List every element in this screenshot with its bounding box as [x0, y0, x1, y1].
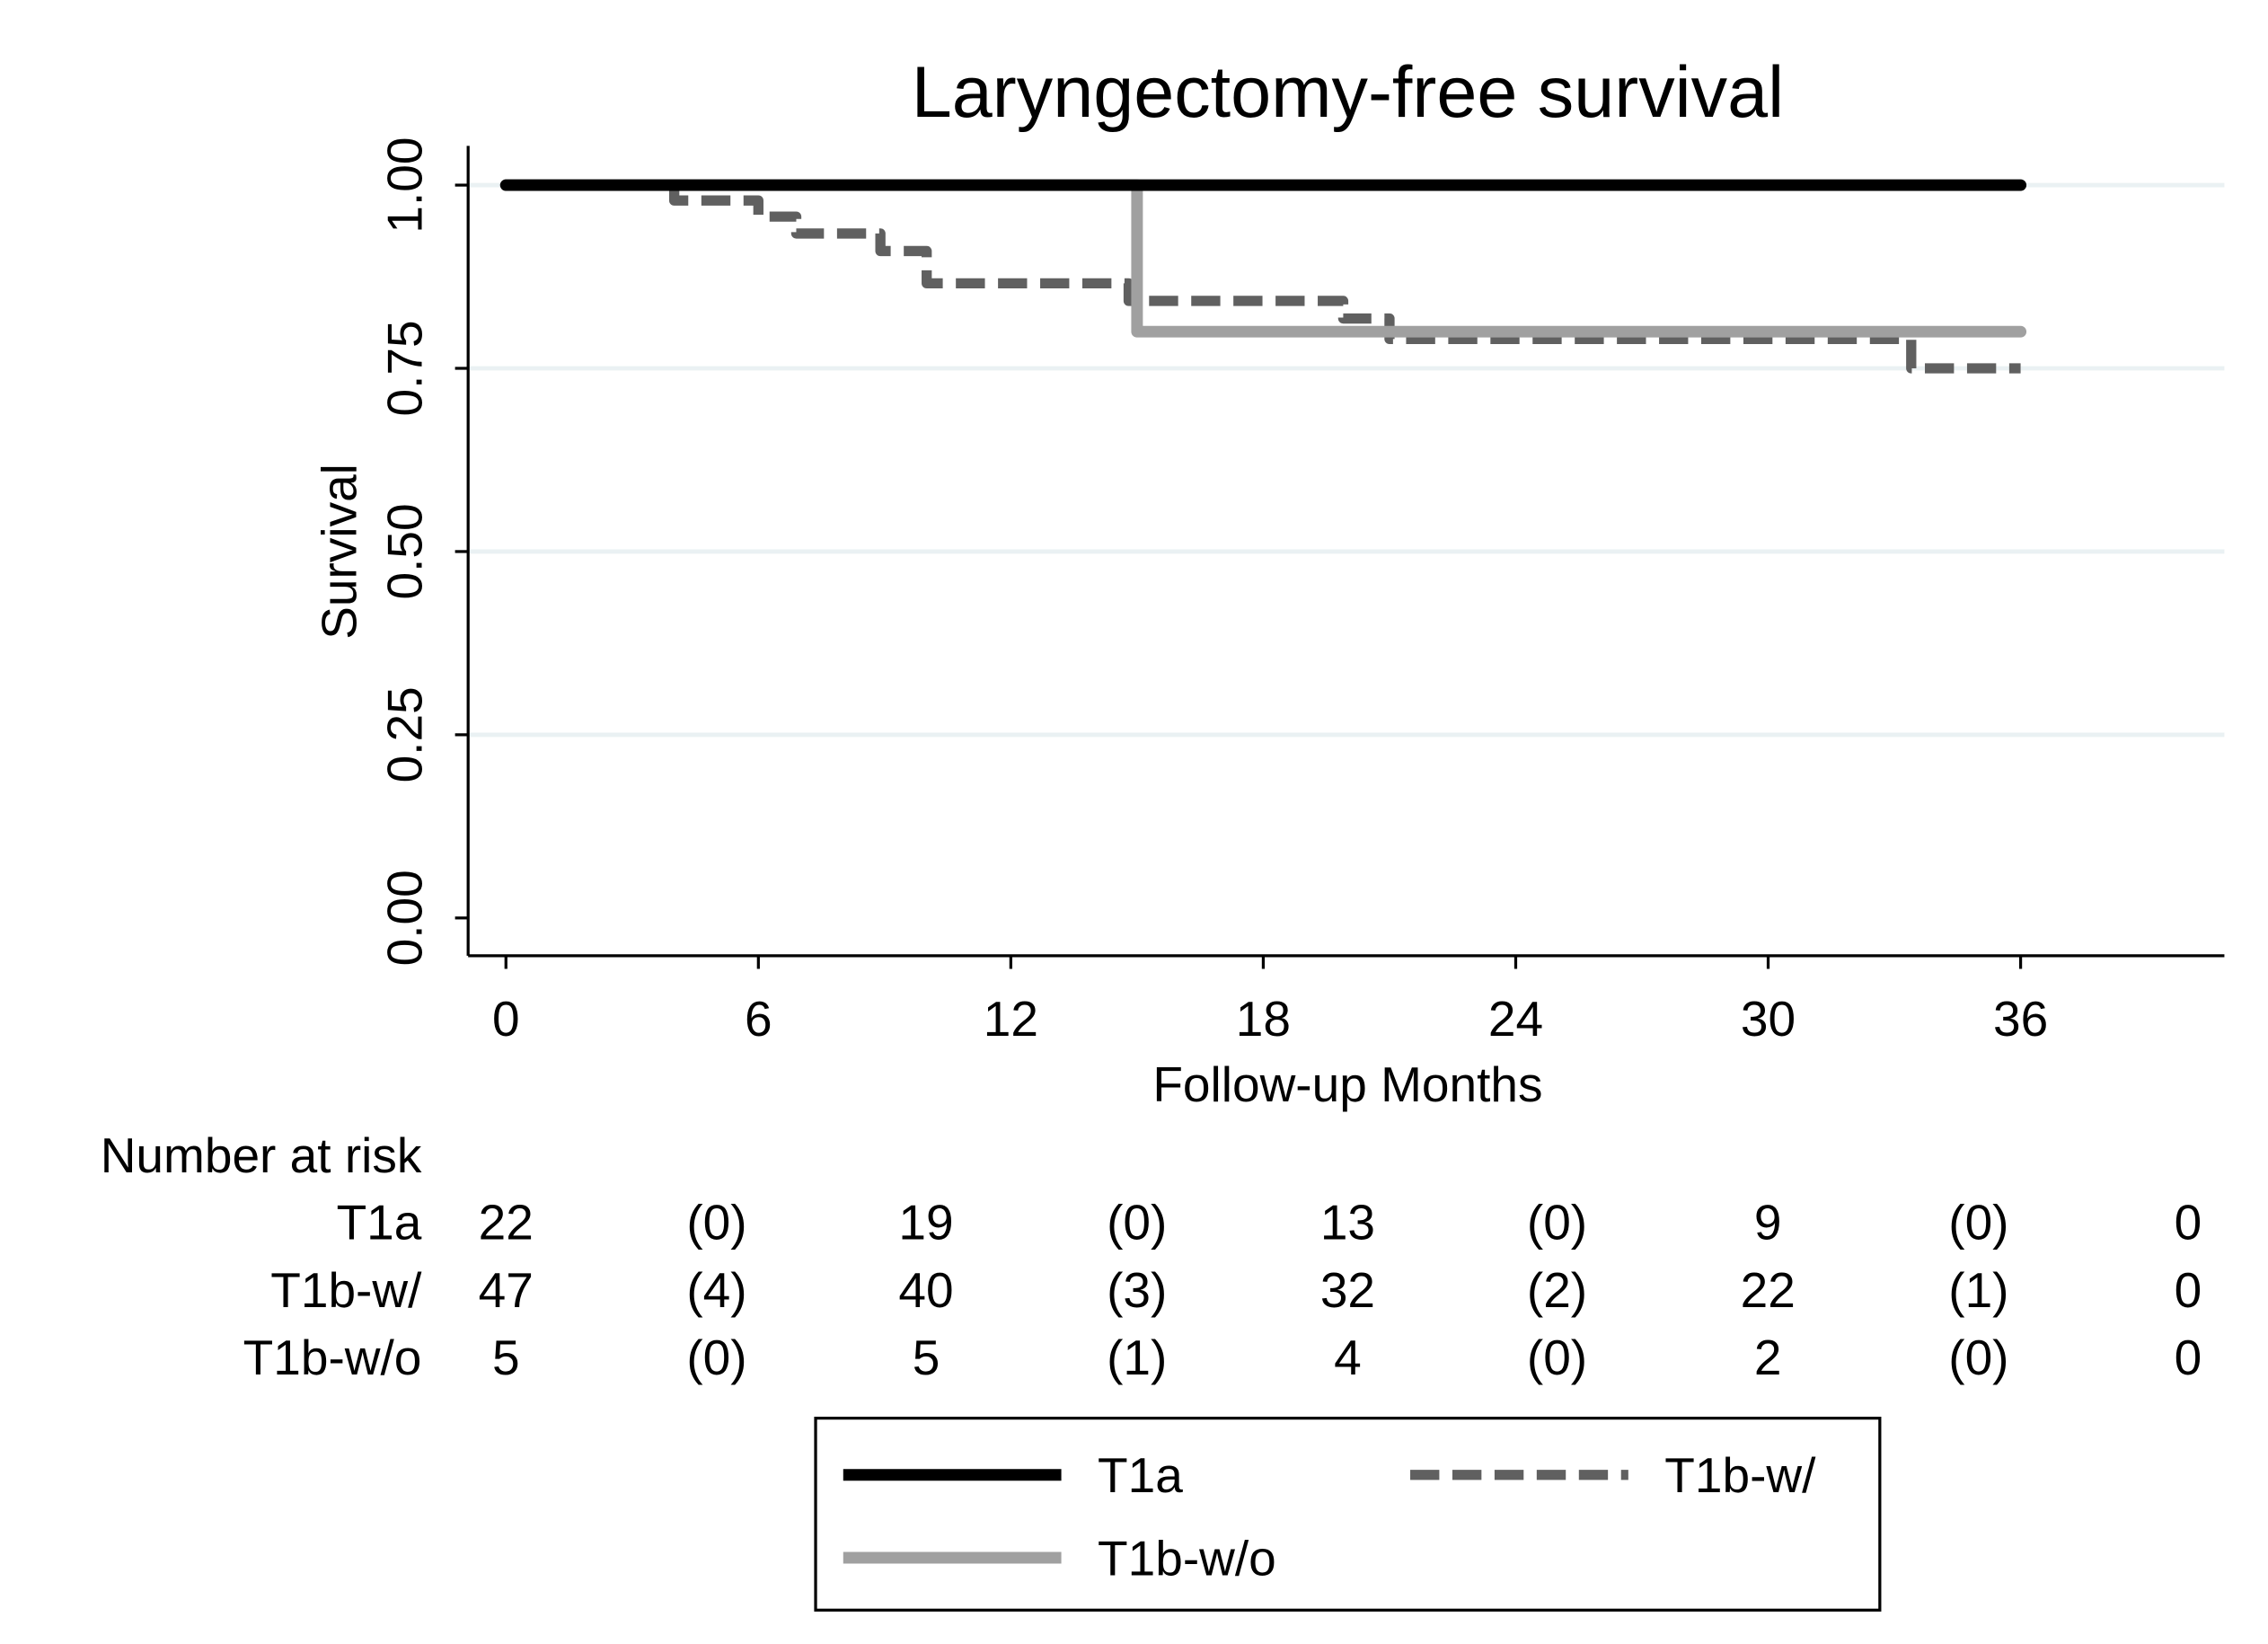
risk-value: 22: [1741, 1262, 1796, 1318]
x-tick-label: 30: [1741, 991, 1796, 1047]
risk-value: (1): [1107, 1330, 1167, 1385]
risk-value: (2): [1527, 1262, 1587, 1318]
risk-value: 0: [2175, 1195, 2202, 1251]
risk-value: (0): [1107, 1195, 1167, 1251]
risk-value: (1): [1948, 1262, 2008, 1318]
chart-title: Laryngectomy-free survival: [912, 52, 1784, 133]
legend-label: T1a: [1098, 1447, 1183, 1503]
risk-row-label: T1a: [337, 1195, 422, 1251]
risk-table-title: Number at risk: [101, 1127, 422, 1183]
risk-value: (3): [1107, 1262, 1167, 1318]
risk-value: 32: [1320, 1262, 1375, 1318]
risk-row-label: T1b-w/: [270, 1262, 422, 1318]
risk-value: (0): [1527, 1330, 1587, 1385]
y-tick-label: 0.50: [376, 503, 432, 599]
risk-row-label: T1b-w/o: [243, 1330, 422, 1385]
risk-value: 0: [2175, 1262, 2202, 1318]
x-tick-label: 36: [1993, 991, 2048, 1047]
x-tick-label: 0: [492, 991, 520, 1047]
risk-value: 9: [1754, 1195, 1782, 1251]
risk-value: 2: [1754, 1330, 1782, 1385]
risk-value: 0: [2175, 1330, 2202, 1385]
risk-value: (0): [1948, 1330, 2008, 1385]
x-tick-label: 24: [1488, 991, 1543, 1047]
legend-label: T1b-w/: [1664, 1447, 1816, 1503]
x-tick-label: 18: [1236, 991, 1291, 1047]
y-axis-label: Survival: [312, 464, 367, 640]
risk-value: (0): [1948, 1195, 2008, 1251]
series-line-t1b-w-o: [499, 179, 2027, 338]
risk-value: 4: [1334, 1330, 1362, 1385]
risk-value: (0): [686, 1195, 746, 1251]
x-tick-label: 12: [984, 991, 1038, 1047]
legend-box: [814, 1417, 1882, 1612]
y-tick-label: 0.25: [376, 686, 432, 782]
risk-value: 5: [492, 1330, 520, 1385]
x-axis-label: Follow-up Months: [1152, 1056, 1542, 1112]
legend-label: T1b-w/o: [1098, 1530, 1276, 1586]
risk-value: (4): [686, 1262, 746, 1318]
y-tick-label: 0.75: [376, 320, 432, 416]
risk-value: 13: [1320, 1195, 1375, 1251]
risk-value: 22: [479, 1195, 534, 1251]
series-line-t1b-w-: [506, 180, 2021, 374]
risk-value: 47: [479, 1262, 534, 1318]
risk-value: (0): [1527, 1195, 1587, 1251]
risk-value: 40: [898, 1262, 953, 1318]
risk-value: (0): [686, 1330, 746, 1385]
y-tick-label: 1.00: [376, 137, 432, 234]
risk-value: 5: [913, 1330, 940, 1385]
x-tick-label: 6: [745, 991, 772, 1047]
risk-value: 19: [898, 1195, 953, 1251]
y-tick-label: 0.00: [376, 870, 432, 966]
